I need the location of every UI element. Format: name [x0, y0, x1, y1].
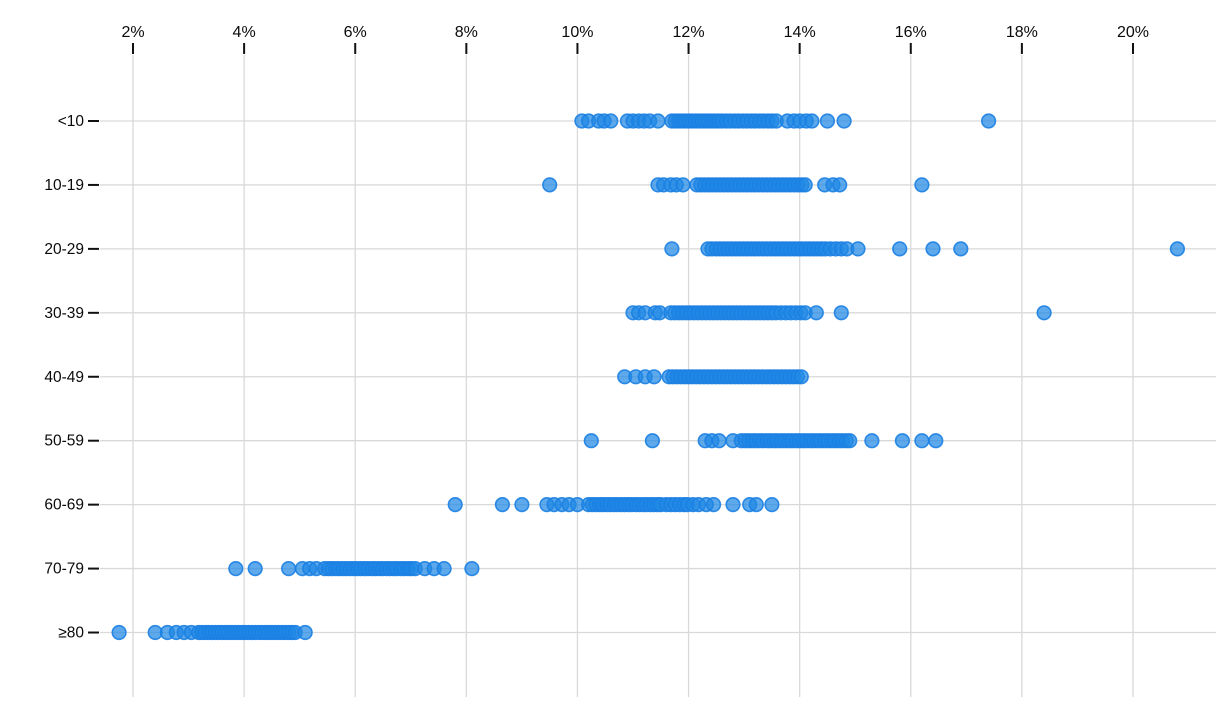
data-point: [1036, 305, 1052, 321]
data-point: [650, 113, 666, 129]
data-point: [797, 177, 813, 193]
x-tick-label: 6%: [344, 24, 367, 41]
data-point: [980, 113, 997, 129]
y-tick-label: ≥80: [58, 625, 84, 642]
data-point: [914, 433, 930, 449]
y-tick-label: 50-59: [44, 433, 84, 450]
data-point: [953, 241, 969, 257]
data-point: [297, 624, 313, 641]
data-point: [646, 369, 662, 385]
x-tick-label: 10%: [561, 24, 593, 41]
data-point: [833, 305, 849, 321]
x-tick-label: 14%: [784, 24, 816, 41]
data-point: [514, 497, 530, 513]
x-tick-label: 12%: [673, 24, 705, 41]
data-point: [804, 113, 820, 129]
x-tick-label: 18%: [1006, 24, 1038, 41]
data-point: [808, 305, 824, 321]
data-point: [542, 177, 558, 193]
data-point: [664, 241, 680, 257]
data-point: [725, 497, 741, 513]
data-point: [1169, 241, 1185, 257]
data-point: [925, 241, 941, 257]
x-tick-label: 16%: [895, 24, 927, 41]
data-point: [832, 177, 848, 193]
data-point: [494, 497, 511, 513]
data-point: [111, 624, 127, 641]
data-point: [914, 177, 930, 193]
points-layer: [111, 113, 1185, 641]
data-point: [836, 113, 852, 129]
y-tick-label: 20-29: [44, 241, 84, 258]
axes: 2% 4% 6% 8% 10% 12% 14% 16% 18% 20% <10 10-19 20-29 3…: [44, 24, 1149, 642]
data-point: [842, 433, 858, 449]
data-point: [675, 177, 691, 193]
data-point: [850, 241, 866, 257]
data-point: [603, 113, 619, 129]
y-tick-label: 40-49: [44, 369, 84, 386]
y-tick-label: 60-69: [44, 497, 84, 514]
y-tick-label: 70-79: [44, 561, 84, 578]
data-point: [928, 433, 944, 449]
data-point: [436, 560, 452, 577]
y-tick-label: 30-39: [44, 305, 84, 322]
data-point: [583, 433, 599, 449]
x-tick-label: 4%: [233, 24, 256, 41]
data-point: [819, 113, 836, 129]
data-point: [464, 560, 480, 577]
data-point: [894, 433, 911, 449]
data-point: [892, 241, 908, 257]
data-point: [764, 497, 780, 513]
data-point: [705, 497, 722, 513]
data-point: [281, 560, 297, 577]
data-point: [644, 433, 661, 449]
x-tick-label: 2%: [121, 24, 144, 41]
data-point: [748, 497, 764, 513]
data-point: [447, 497, 463, 513]
data-point: [864, 433, 880, 449]
data-point: [228, 560, 244, 577]
y-tick-label: <10: [58, 113, 85, 130]
y-tick-label: 10-19: [44, 177, 84, 194]
x-tick-label: 20%: [1117, 24, 1149, 41]
data-point: [247, 560, 263, 577]
data-point: [711, 433, 727, 449]
data-point: [793, 369, 809, 385]
x-tick-label: 8%: [455, 24, 478, 41]
